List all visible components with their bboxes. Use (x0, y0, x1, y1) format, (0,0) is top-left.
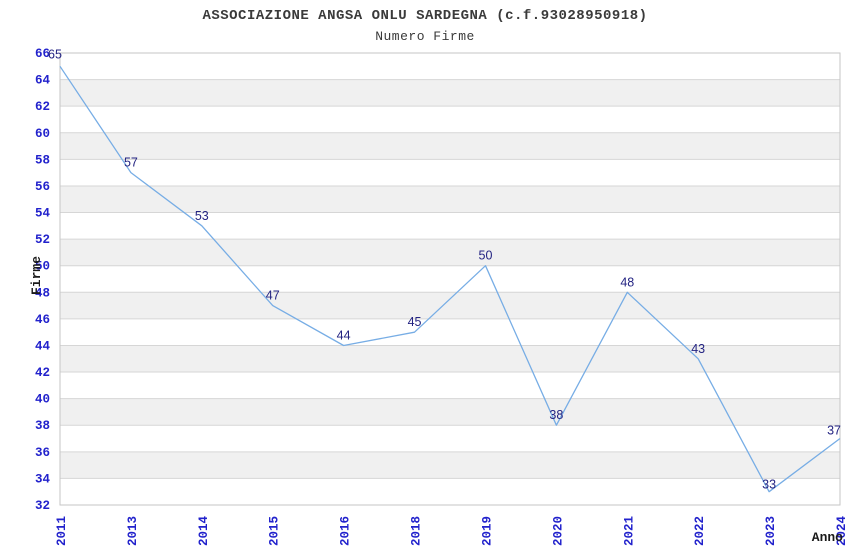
plot-band (60, 132, 840, 160)
plot-bands (60, 53, 840, 505)
y-tick-label: 66 (35, 47, 50, 61)
x-tick-label: 2014 (197, 515, 211, 546)
y-tick-label: 56 (35, 180, 50, 194)
x-tick-label: 2011 (55, 516, 69, 546)
y-tick-label: 32 (35, 499, 50, 513)
x-tick-label: 2015 (268, 516, 282, 546)
point-value-label: 33 (762, 478, 776, 492)
plot-band (60, 53, 840, 80)
point-labels: 65 57 53 47 44 45 50 38 48 43 33 37 (48, 47, 841, 491)
plot-band (60, 451, 840, 479)
y-tick-label: 50 (35, 260, 50, 274)
plot-band (60, 239, 840, 266)
y-axis-title: Firme (29, 256, 44, 295)
x-tick-label: 2023 (764, 516, 778, 546)
point-value-label: 45 (408, 315, 422, 329)
chart-line (59, 65, 841, 493)
x-tick-label: 2024 (835, 515, 849, 546)
point-value-label: 38 (549, 408, 563, 422)
point-value-label: 47 (266, 289, 280, 303)
plot-band (60, 79, 840, 107)
plot-band (60, 398, 840, 426)
y-tick-label: 46 (35, 313, 50, 327)
y-tick-label: 40 (35, 393, 50, 407)
plot-band (60, 212, 840, 240)
x-tick-label: 2019 (480, 516, 494, 546)
y-tick-label: 44 (35, 339, 51, 353)
chart-subtitle: Numero Firme (375, 29, 475, 44)
point-value-label: 44 (337, 328, 351, 342)
plot-band (60, 345, 840, 373)
x-axis-title: Anno (812, 530, 843, 545)
y-tick-label: 38 (35, 419, 50, 433)
point-value-label: 48 (620, 275, 634, 289)
plot-border (59, 52, 841, 506)
y-tick-label: 62 (35, 100, 50, 114)
y-tick-label: 34 (35, 472, 51, 486)
plot-band (60, 478, 840, 505)
plot-band (60, 318, 840, 346)
x-tick-label: 2021 (622, 516, 636, 546)
y-tick-label: 64 (35, 74, 51, 88)
point-value-label: 37 (827, 424, 841, 438)
plot-band (60, 265, 840, 293)
x-axis-labels: 2011 2013 2014 2015 2016 2018 2019 2020 2021 2022… (55, 515, 849, 546)
x-tick-label: 2022 (693, 516, 707, 546)
x-tick-label: 2020 (551, 516, 565, 546)
y-tick-label: 48 (35, 286, 50, 300)
plot-band (60, 425, 840, 452)
y-tick-label: 54 (35, 207, 51, 221)
x-tick-label: 2013 (126, 516, 140, 546)
y-tick-label: 52 (35, 233, 50, 247)
y-axis-labels: 66 64 62 60 58 56 54 52 50 48 46 44 42 40 38 36 34 32 (35, 47, 51, 513)
x-tick-label: 2016 (339, 516, 353, 546)
chart-title: ASSOCIAZIONE ANGSA ONLU SARDEGNA (c.f.93… (202, 8, 647, 24)
point-value-label: 50 (479, 249, 493, 263)
plot-band (60, 106, 840, 133)
plot-band (60, 372, 840, 399)
y-tick-label: 42 (35, 366, 50, 380)
point-value-label: 65 (48, 47, 62, 61)
point-value-label: 53 (195, 209, 209, 223)
plot-band (60, 159, 840, 186)
y-tick-label: 36 (35, 446, 50, 460)
plot-band (60, 185, 840, 213)
x-tick-label: 2018 (410, 516, 424, 546)
point-value-label: 43 (691, 342, 705, 356)
y-tick-label: 58 (35, 153, 50, 167)
y-tick-label: 60 (35, 127, 50, 141)
plot-band (60, 292, 840, 319)
point-value-label: 57 (124, 156, 138, 170)
